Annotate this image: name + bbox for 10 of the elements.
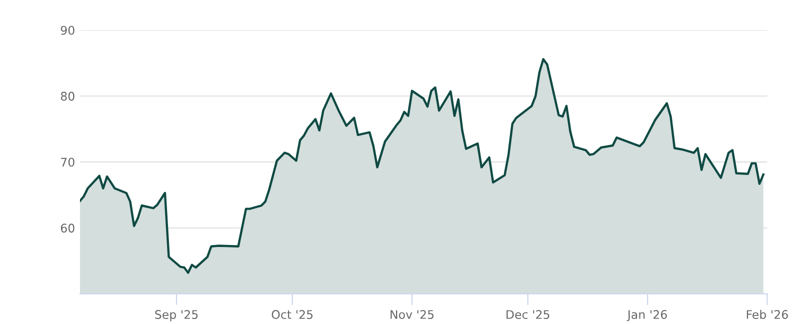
x-tick-label: Feb '26 [746,310,788,319]
x-tick-label: Oct '25 [272,310,313,319]
y-tick-label: 90 [60,26,74,35]
y-tick-label: 80 [60,92,74,101]
y-tick-label: 70 [61,158,74,167]
y-tick-label: 60 [60,224,74,233]
x-tick-label: Sep '25 [155,310,198,322]
x-tick-label: Nov '25 [390,310,434,319]
x-tick-label: Jan '26 [626,310,667,322]
x-tick-label: Dec '25 [506,310,550,319]
